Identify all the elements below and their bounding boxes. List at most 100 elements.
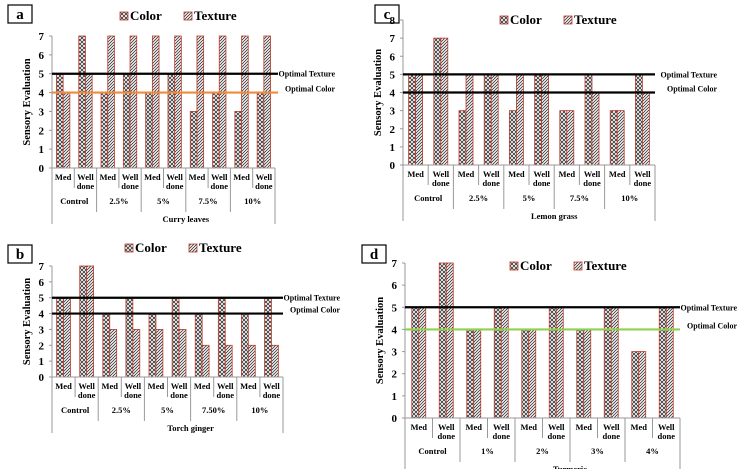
x-group-label: 2.5% [109,196,128,206]
bar-color [534,73,542,166]
x-subcategory-label: Well done [255,172,273,191]
panel-label-box [7,4,33,24]
bar-texture [500,306,509,419]
reference-line-label: Optimal Color [687,321,737,330]
y-tick-label: 4 [390,88,396,100]
bar-texture [132,329,141,378]
y-tick-label: 3 [392,347,398,359]
bar-texture [528,329,537,419]
bar-texture [610,306,619,419]
x-subcategory-label: Well done [77,172,95,191]
bar-texture [271,344,279,378]
bar-texture [155,329,164,378]
y-tick-label: 1 [39,356,45,368]
chart-panel-d: d 0 1 2 3 4 5 6 7 Sensory Evaluation Med Well done Me… [361,244,737,469]
legend-swatch-texture [183,11,193,21]
bar-color [125,297,134,378]
bar-texture [591,92,600,166]
bar-color [609,110,618,166]
bar-color [521,329,530,419]
bar-color [56,297,64,378]
bar-texture [465,73,474,166]
x-subcategory-label: Med [465,422,482,432]
y-tick-label: 5 [392,302,398,314]
bar-color [189,111,198,169]
x-subcategory-label: Well done [211,172,229,191]
bar-texture [178,329,187,378]
x-subcategory-label: Well done [166,172,184,191]
x-subcategory-label: Well done [658,422,676,441]
y-tick-label: 7 [39,261,45,273]
x-group-label: 5% [161,405,174,415]
bar-color [145,92,153,169]
x-subcategory-label: Well done [78,381,96,400]
chart-panel-c: c 0 1 2 3 4 5 6 7 8 Sensory Evaluation Med Well done M… [373,4,717,221]
bar-color [603,306,612,419]
bar-texture [224,344,233,378]
bar-color [438,262,447,419]
y-axis-label: Sensory Evaluation [22,58,33,145]
x-axis-label: Curry leaves [163,214,210,224]
bar-texture [418,306,427,419]
bar-texture [109,329,118,378]
y-tick-label: 0 [39,163,45,175]
x-subcategory-label: Well done [533,169,551,188]
bar-color [217,297,226,378]
y-axis-label: Sensory Evaluation [22,278,33,365]
chart-panel-b: b 0 1 2 3 4 5 6 7 Sensory Evaluation Med Well done Me… [7,240,340,433]
bar-texture [440,37,449,166]
x-subcategory-label: Med [148,381,165,391]
bar-texture [415,73,424,166]
x-group-label: 7.5% [199,196,218,206]
x-subcategory-label: Med [233,172,250,182]
panel-label-box [374,4,400,24]
bar-color [100,92,109,169]
x-group-label: 2.5% [112,405,131,415]
legend-swatch-texture [188,243,198,253]
x-subcategory-label: Med [410,422,427,432]
y-tick-label: 6 [39,50,45,62]
legend-label: Texture [199,240,242,255]
bar-texture [555,306,564,419]
x-subcategory-label: Med [407,169,424,179]
y-tick-label: 3 [39,324,45,336]
x-subcategory-label: Well done [432,169,450,188]
bar-color [78,35,86,169]
bar-texture [583,329,592,419]
x-axis-label: Lemon grass [531,211,578,221]
bar-texture [218,35,227,169]
x-subcategory-label: Well done [482,169,500,188]
x-subcategory-label: Well done [438,422,456,441]
bar-texture [616,110,625,166]
x-subcategory-label: Well done [493,422,511,441]
bar-color [508,110,517,166]
legend-swatch-color [119,11,129,21]
x-group-label: 2% [536,446,549,456]
x-subcategory-label: Med [240,381,257,391]
x-subcategory-label: Well done [217,381,235,400]
reference-line-label: Optimal Texture [680,303,737,312]
x-subcategory-label: Well done [583,169,601,188]
bar-color [79,265,88,378]
bar-color [658,306,667,419]
bar-color [548,306,557,419]
x-group-label: Control [414,193,443,203]
bar-color [122,73,131,169]
y-tick-label: 2 [39,340,45,352]
legend-label: Texture [194,8,237,23]
panel-label-box [361,244,387,264]
y-tick-label: 1 [39,144,45,156]
bar-color [635,73,643,166]
y-tick-label: 2 [39,125,45,137]
legend-label: Color [510,12,542,27]
x-subcategory-label: Well done [548,422,566,441]
bar-texture [665,306,674,419]
x-subcategory-label: Med [189,172,206,182]
bar-texture [566,110,575,166]
bar-color [56,73,64,169]
y-tick-label: 5 [39,69,45,81]
bar-color [148,313,157,378]
bar-texture [445,262,454,419]
bar-color [264,297,272,378]
